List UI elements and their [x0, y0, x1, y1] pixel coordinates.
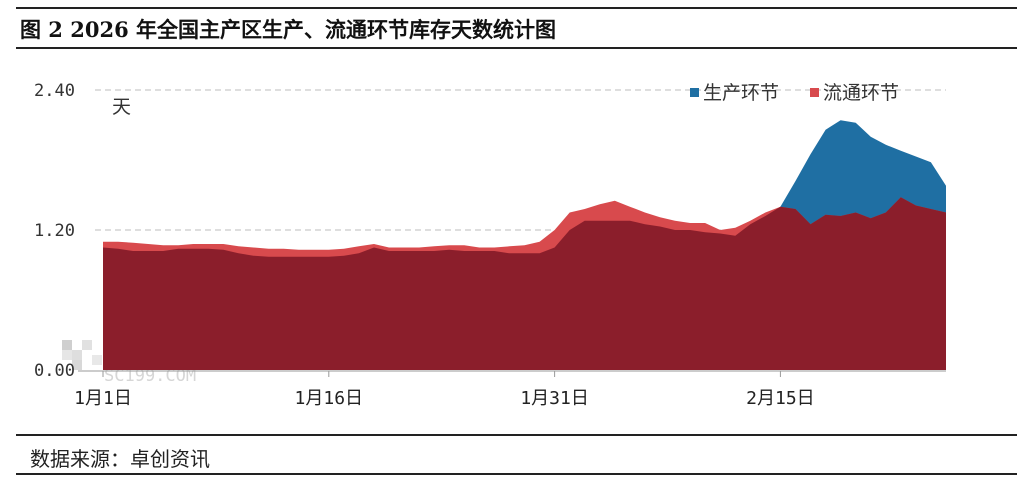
- bottom-rule: [16, 434, 1017, 436]
- legend-swatch: [810, 88, 819, 97]
- y-unit-label: 天: [112, 96, 131, 118]
- end-rule: [16, 473, 1017, 475]
- title-rule: [16, 47, 1017, 49]
- axis-layer: 0.00 1.20 2.40 天 1月1日 1月16日 1月31日 2月15日: [34, 81, 946, 409]
- source-note: 数据来源：卓创资讯: [30, 447, 210, 471]
- y-tick-label: 1.20: [34, 221, 75, 241]
- x-tick-label: 1月16日: [295, 388, 364, 409]
- area-layer: [103, 120, 946, 370]
- legend-swatch: [690, 88, 699, 97]
- series-area-overlap: [103, 197, 946, 370]
- chart-area: SC199.COM 0.00 1.20 2.40 天 1月1日 1月16日 1月31日 2月1…: [0, 55, 1033, 430]
- x-tick-label: 1月31日: [520, 388, 589, 409]
- legend-label: 流通环节: [823, 82, 899, 104]
- x-tick-label: 1月1日: [74, 388, 132, 409]
- legend-label: 生产环节: [703, 82, 779, 104]
- legend: 生产环节 流通环节: [690, 82, 899, 104]
- figure-title: 图 2 2026 年全国主产区生产、流通环节库存天数统计图: [20, 17, 556, 42]
- top-rule: [16, 7, 1017, 9]
- y-tick-label: 2.40: [34, 81, 75, 101]
- grid-layer: [95, 89, 946, 231]
- y-tick-label: 0.00: [34, 361, 75, 381]
- x-tick-label: 2月15日: [746, 388, 815, 409]
